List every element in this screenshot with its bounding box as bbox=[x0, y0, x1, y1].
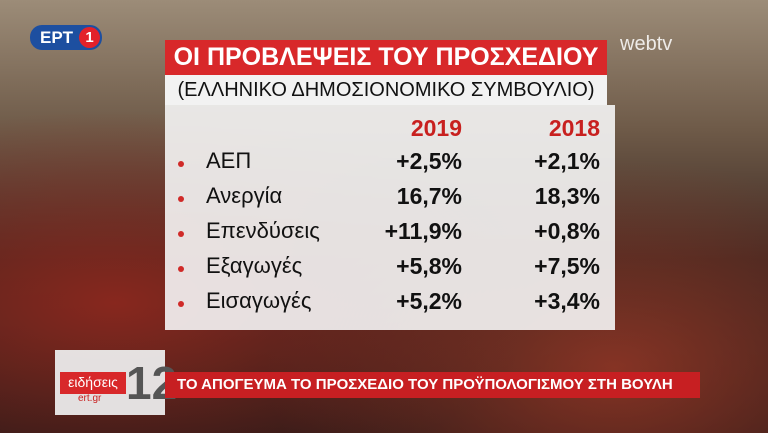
cell-value: +0,8% bbox=[534, 218, 600, 244]
cell-value: +11,9% bbox=[384, 218, 462, 244]
bullet bbox=[178, 301, 184, 307]
watermark: webtv bbox=[620, 33, 673, 55]
row-label: Εξαγωγές bbox=[206, 253, 303, 278]
cell-value: +5,8% bbox=[396, 253, 462, 279]
row-label: Ανεργία bbox=[206, 183, 283, 208]
bullet bbox=[178, 161, 184, 167]
channel-logo: ΕΡΤ 1 bbox=[30, 25, 102, 50]
ticker-headline: ΤΟ ΑΠΟΓΕΥΜΑ ΤΟ ΠΡΟΣΧΕΔΙΟ ΤΟΥ ΠΡΟΫΠΟΛΟΓΙΣ… bbox=[165, 372, 700, 398]
cell-value: 16,7% bbox=[396, 183, 462, 209]
table-panel bbox=[165, 105, 615, 330]
subtitle: (ΕΛΛΗΝΙΚΟ ΔΗΜΟΣΙΟΝΟΜΙΚΟ ΣΥΜΒΟΥΛΙΟ) bbox=[165, 75, 607, 105]
ticker-brand: ειδήσεις bbox=[60, 372, 126, 394]
channel-number: 1 bbox=[79, 27, 100, 48]
channel-name: ΕΡΤ bbox=[40, 28, 74, 47]
column-header: 2019 bbox=[410, 115, 462, 141]
cell-value: +3,4% bbox=[534, 288, 600, 314]
cell-value: +2,5% bbox=[396, 148, 462, 174]
row-label: ΑΕΠ bbox=[206, 148, 252, 173]
row-label: Επενδύσεις bbox=[206, 218, 320, 243]
cell-value: +2,1% bbox=[534, 148, 600, 174]
ticker-site: ert.gr bbox=[78, 393, 102, 404]
title: ΟΙ ΠΡΟΒΛΕΨΕΙΣ ΤΟΥ ΠΡΟΣΧΕΔΙΟΥ bbox=[165, 40, 607, 75]
bullet bbox=[178, 231, 184, 237]
column-header: 2018 bbox=[548, 115, 600, 141]
cell-value: +5,2% bbox=[396, 288, 462, 314]
cell-value: +7,5% bbox=[534, 253, 600, 279]
cell-value: 18,3% bbox=[534, 183, 600, 209]
bullet bbox=[178, 196, 184, 202]
row-label: Εισαγωγές bbox=[206, 288, 312, 313]
bullet bbox=[178, 266, 184, 272]
